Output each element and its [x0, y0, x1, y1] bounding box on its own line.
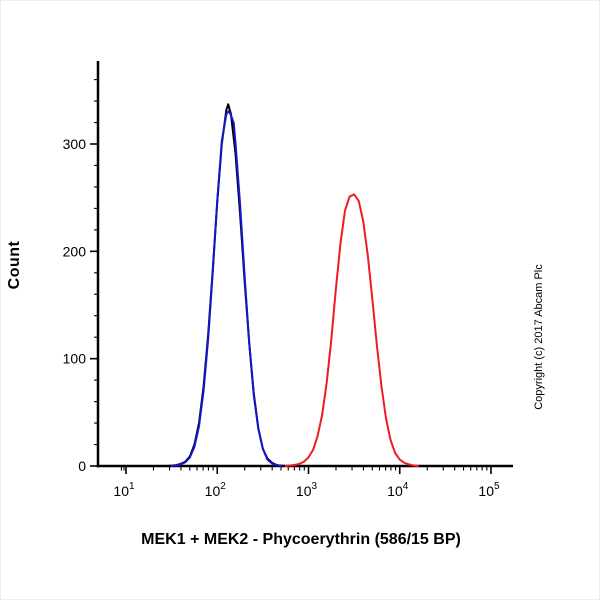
- x-tick-label: 101: [113, 481, 135, 499]
- x-tick-label: 102: [205, 481, 227, 499]
- y-tick-label: 300: [63, 136, 87, 152]
- x-tick-label: 105: [478, 481, 500, 499]
- y-tick-label: 100: [63, 351, 87, 367]
- y-tick-label: 0: [78, 458, 86, 474]
- y-axis-label: Count: [6, 240, 23, 290]
- x-tick-label: 103: [296, 481, 318, 499]
- x-axis-title: MEK1 + MEK2 - Phycoerythrin (586/15 BP): [141, 531, 461, 548]
- series-curve-mek1-mek2-pe-red: [284, 193, 419, 467]
- series-curve-control-black: [166, 103, 287, 467]
- series-curve-control-blue: [170, 109, 283, 467]
- y-tick-label: 200: [63, 243, 87, 259]
- copyright-text: Copyright (c) 2017 Abcam Plc: [533, 264, 545, 410]
- x-tick-label: 104: [387, 481, 409, 499]
